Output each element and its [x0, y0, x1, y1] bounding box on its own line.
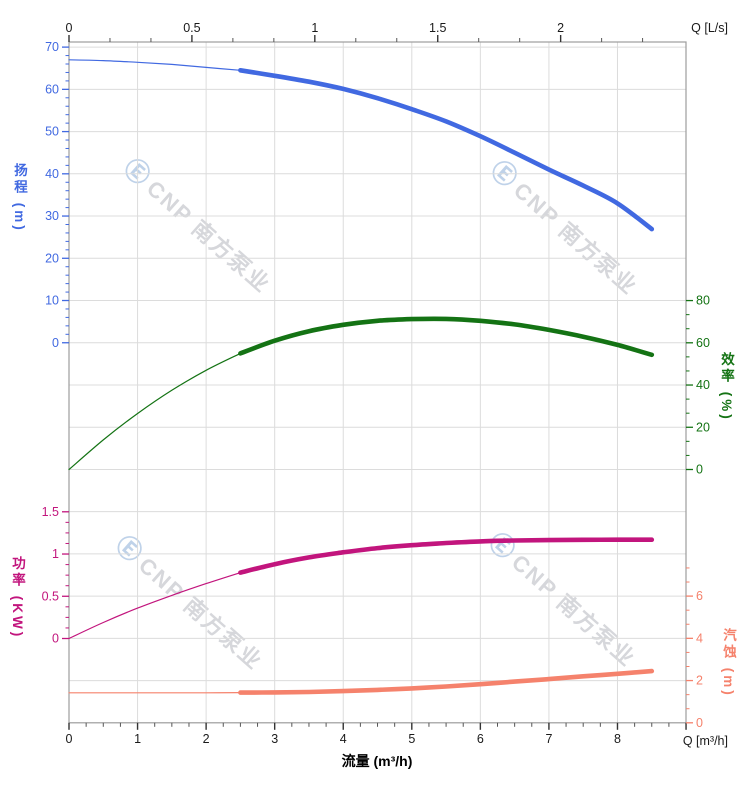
svg-text:1: 1: [134, 732, 141, 746]
gridlines: [69, 42, 686, 723]
svg-text:60: 60: [696, 336, 710, 350]
svg-text:50: 50: [45, 125, 59, 139]
svg-text:2: 2: [696, 674, 703, 688]
head-curve-extension: [68, 59, 241, 71]
svg-text:0: 0: [52, 632, 59, 646]
svg-text:8: 8: [614, 732, 621, 746]
svg-text:70: 70: [45, 40, 59, 54]
svg-text:1.5: 1.5: [42, 505, 59, 519]
svg-text:40: 40: [696, 378, 710, 392]
curves: [68, 59, 655, 695]
svg-text:ⒺCNP 南方泵业: ⒺCNP 南方泵业: [483, 527, 642, 673]
svg-text:4: 4: [340, 732, 347, 746]
axis-title-power: 功率 (KW): [10, 556, 25, 640]
svg-text:0: 0: [66, 732, 73, 746]
svg-text:40: 40: [45, 167, 59, 181]
svg-text:0: 0: [66, 21, 73, 35]
svg-text:80: 80: [696, 294, 710, 308]
svg-text:2: 2: [557, 21, 564, 35]
svg-text:1.5: 1.5: [429, 21, 446, 35]
bottom-axis-title: 流量 (m³/h): [341, 753, 413, 769]
bottom-axis-unit-label: Q [m³/h]: [682, 734, 728, 748]
svg-text:0: 0: [696, 716, 703, 730]
svg-text:0: 0: [52, 336, 59, 350]
svg-text:3: 3: [271, 732, 278, 746]
svg-text:ⒺCNP 南方泵业: ⒺCNP 南方泵业: [118, 153, 277, 299]
svg-text:60: 60: [45, 82, 59, 96]
efficiency-curve: [238, 316, 655, 358]
npsh-curve: [238, 668, 655, 695]
svg-text:0: 0: [696, 463, 703, 477]
svg-text:ⒺCNP 南方泵业: ⒺCNP 南方泵业: [110, 530, 269, 676]
svg-text:6: 6: [477, 732, 484, 746]
axis-title-efficiency: 效率 (%): [719, 352, 734, 422]
svg-text:1: 1: [311, 21, 318, 35]
top-axis-unit-label: Q [L/s]: [691, 21, 728, 35]
power-curve-extension: [68, 572, 241, 640]
svg-text:20: 20: [45, 251, 59, 265]
watermark: ⒺCNP 南方泵业: [110, 530, 269, 676]
svg-text:20: 20: [696, 420, 710, 434]
svg-text:10: 10: [45, 294, 59, 308]
watermark: ⒺCNP 南方泵业: [118, 153, 277, 299]
svg-text:1: 1: [52, 547, 59, 561]
svg-text:2: 2: [203, 732, 210, 746]
svg-text:5: 5: [408, 732, 415, 746]
efficiency-curve-extension: [68, 352, 241, 471]
svg-text:6: 6: [696, 589, 703, 603]
watermark: ⒺCNP 南方泵业: [483, 527, 642, 673]
axes: 0 0.5 1 1.5 20 1 2 3 4 5 6 7 80102030405060700204060…: [42, 21, 710, 746]
svg-text:4: 4: [696, 631, 703, 645]
svg-text:30: 30: [45, 209, 59, 223]
axis-title-head: 扬程 (m): [12, 163, 27, 233]
power-curve: [238, 537, 655, 575]
svg-text:0.5: 0.5: [42, 589, 59, 603]
axis-title-npsh: 汽蚀 (m): [721, 628, 736, 698]
svg-text:0.5: 0.5: [183, 21, 200, 35]
svg-text:7: 7: [545, 732, 552, 746]
head-curve: [238, 68, 655, 232]
